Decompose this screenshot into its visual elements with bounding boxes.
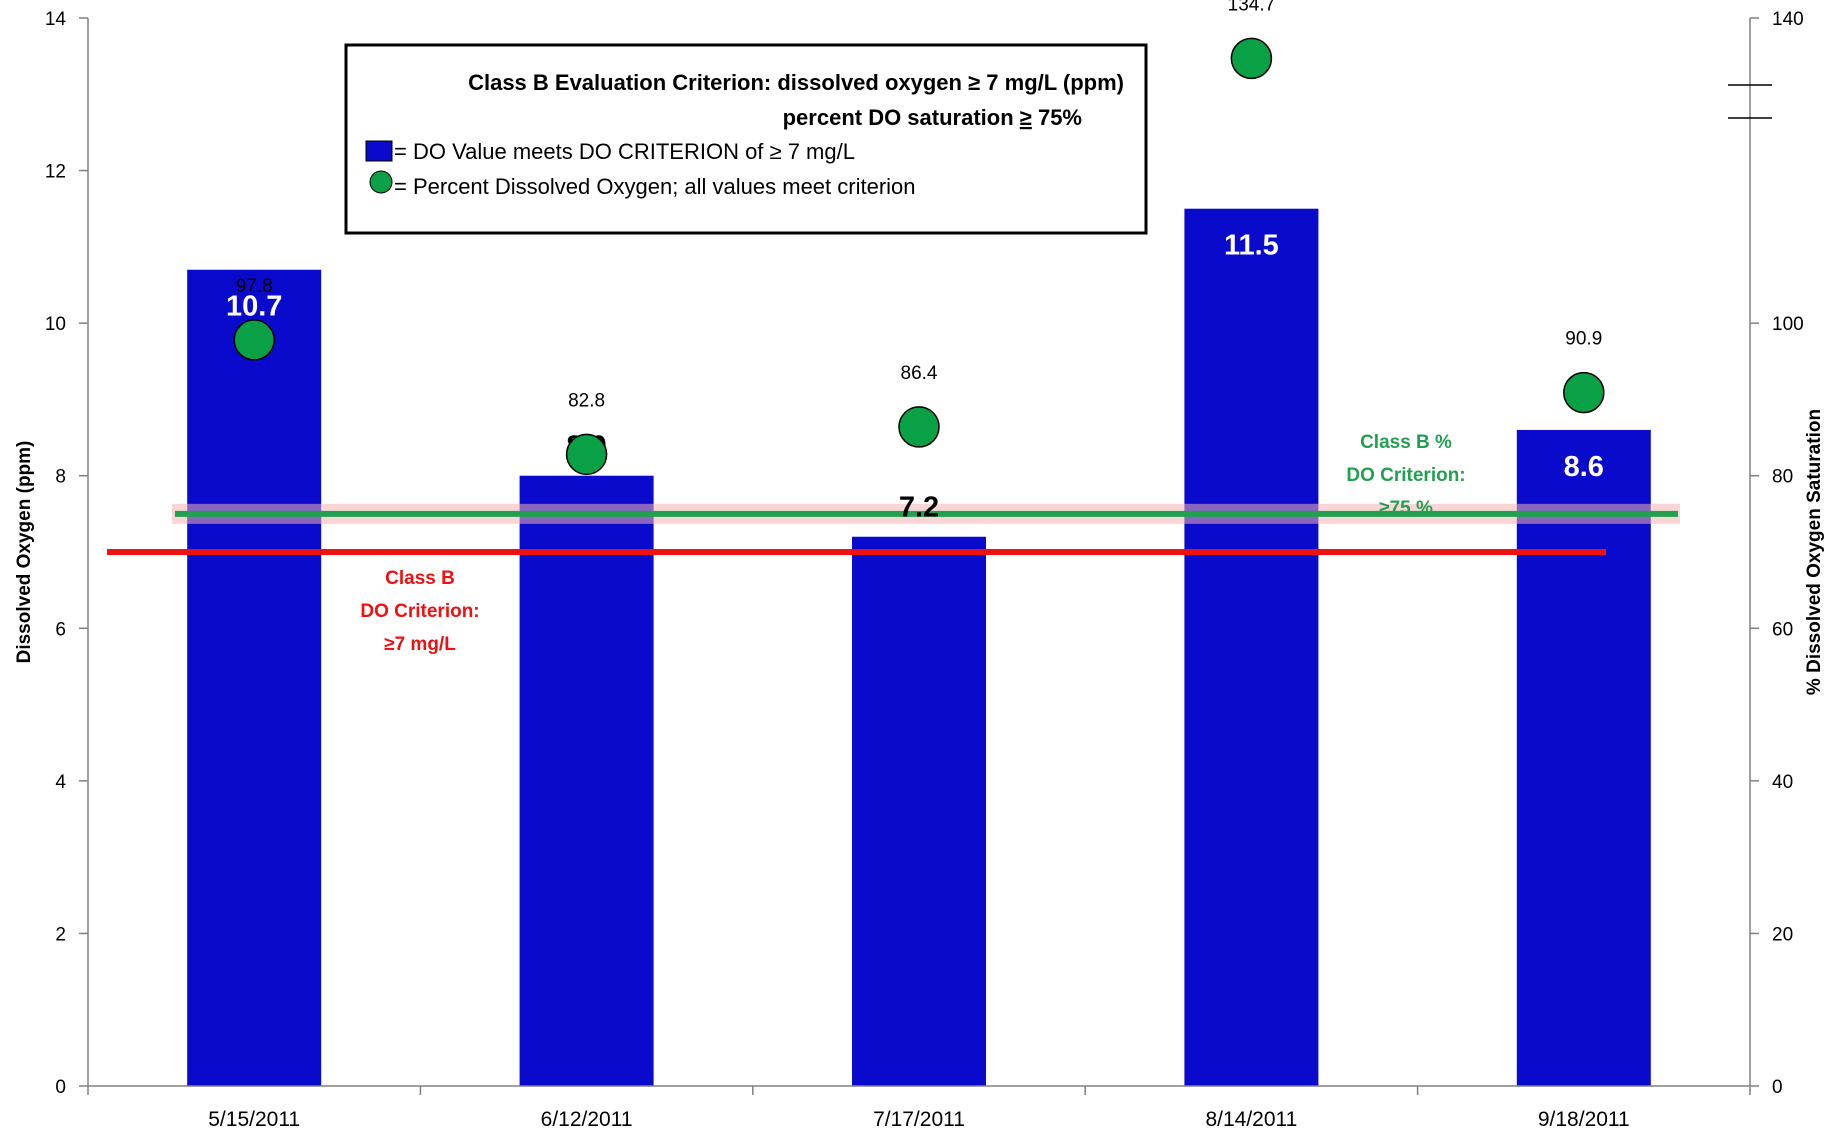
right-tick-label-1: 20 bbox=[1772, 924, 1793, 945]
bar-value-label-1: 10.7 bbox=[226, 291, 282, 323]
pct-criterion-label-line-3: ≥75 % bbox=[1379, 498, 1433, 519]
x-tick-label-2: 6/12/2011 bbox=[541, 1108, 633, 1131]
legend-title-underlined-symbol: ≥ bbox=[1020, 105, 1032, 130]
right-tick-label-0: 0 bbox=[1772, 1077, 1783, 1098]
pct-point-4 bbox=[1230, 37, 1273, 80]
pct-criterion-layer bbox=[172, 503, 1680, 524]
right-tick-label-6: 140 bbox=[1772, 9, 1804, 30]
bar-5 bbox=[1516, 429, 1651, 1086]
bar-1 bbox=[187, 269, 322, 1086]
bar-3 bbox=[852, 536, 986, 1086]
legend-point-swatch bbox=[369, 170, 393, 194]
right-tick-label-2: 40 bbox=[1772, 772, 1793, 793]
right-y-ticks: 0 20 40 60 80 100 140 bbox=[1750, 9, 1804, 1098]
left-tick-label-2: 4 bbox=[55, 772, 66, 793]
x-tick-label-1: 5/15/2011 bbox=[208, 1108, 300, 1131]
do-criterion-label-line-3: ≥7 mg/L bbox=[384, 634, 456, 655]
y2-axis-title: % Dissolved Oxygen Saturation bbox=[1804, 409, 1825, 695]
pct-point-label-5: 90.9 bbox=[1565, 329, 1602, 350]
pct-point-label-2: 82.8 bbox=[568, 390, 605, 411]
pct-point-label-4: 134.7 bbox=[1228, 0, 1276, 15]
pct-point-3 bbox=[898, 406, 940, 448]
left-tick-label-6: 12 bbox=[45, 162, 66, 183]
legend-title-line-1: Class B Evaluation Criterion: dissolved … bbox=[468, 70, 1124, 95]
legend-item-points: = Percent Dissolved Oxygen; all values m… bbox=[394, 174, 916, 199]
bar-4 bbox=[1184, 208, 1319, 1086]
bar-value-label-3: 7.2 bbox=[899, 492, 939, 524]
pct-point-2 bbox=[565, 433, 608, 476]
axis-break-marker bbox=[1728, 84, 1772, 119]
x-ticks: 5/15/2011 6/12/2011 7/17/2011 8/14/2011 9/18… bbox=[87, 1086, 1751, 1131]
do-criterion-label-line-2: DO Criterion: bbox=[360, 601, 479, 622]
bar-value-label-5: 8.6 bbox=[1564, 451, 1604, 483]
do-criterion-label: Class B DO Criterion: ≥7 mg/L bbox=[360, 568, 479, 655]
bar-2 bbox=[519, 475, 654, 1086]
legend-bar-swatch bbox=[365, 140, 393, 162]
do-criterion-label-line-1: Class B bbox=[385, 568, 455, 589]
pct-point-label-1: 97.8 bbox=[236, 276, 273, 297]
pct-criterion-label-line-1: Class B % bbox=[1360, 432, 1452, 453]
left-tick-label-4: 8 bbox=[55, 467, 66, 488]
right-tick-label-4: 80 bbox=[1772, 467, 1793, 488]
x-tick-label-5: 9/18/2011 bbox=[1538, 1108, 1630, 1131]
points-layer: 97.8 82.8 86.4 134.7 90.9 bbox=[233, 0, 1605, 476]
pct-point-label-3: 86.4 bbox=[901, 363, 938, 384]
legend-title-line-2-text: percent DO saturation bbox=[783, 105, 1020, 130]
bar-value-label-4: 11.5 bbox=[1224, 230, 1279, 262]
left-tick-label-0: 0 bbox=[55, 1077, 66, 1098]
left-tick-label-7: 14 bbox=[45, 9, 67, 30]
pct-criterion-label-line-2: DO Criterion: bbox=[1346, 465, 1465, 486]
bars-layer bbox=[187, 208, 1651, 1086]
pct-point-1 bbox=[233, 319, 275, 361]
left-tick-label-3: 6 bbox=[55, 619, 66, 640]
legend-title-line-2: percent DO saturation ≥ 75% bbox=[783, 105, 1082, 130]
right-tick-label-5: 100 bbox=[1772, 314, 1804, 335]
pct-criterion-label: Class B % DO Criterion: ≥75 % bbox=[1346, 432, 1465, 519]
legend-title-tail: 75% bbox=[1032, 105, 1082, 130]
pct-point-5 bbox=[1563, 371, 1605, 414]
right-tick-label-3: 60 bbox=[1772, 619, 1793, 640]
y-axis-title: Dissolved Oxygen (ppm) bbox=[14, 441, 35, 664]
x-tick-label-3: 7/17/2011 bbox=[873, 1108, 965, 1131]
legend-box: Class B Evaluation Criterion: dissolved … bbox=[344, 43, 1148, 235]
left-tick-label-5: 10 bbox=[45, 314, 66, 335]
left-y-ticks: 0 2 4 6 8 10 12 14 bbox=[45, 9, 88, 1098]
legend-item-bars: = DO Value meets DO CRITERION of ≥ 7 mg/… bbox=[394, 139, 855, 164]
x-tick-label-4: 8/14/2011 bbox=[1205, 1108, 1297, 1131]
left-tick-label-1: 2 bbox=[55, 924, 66, 945]
